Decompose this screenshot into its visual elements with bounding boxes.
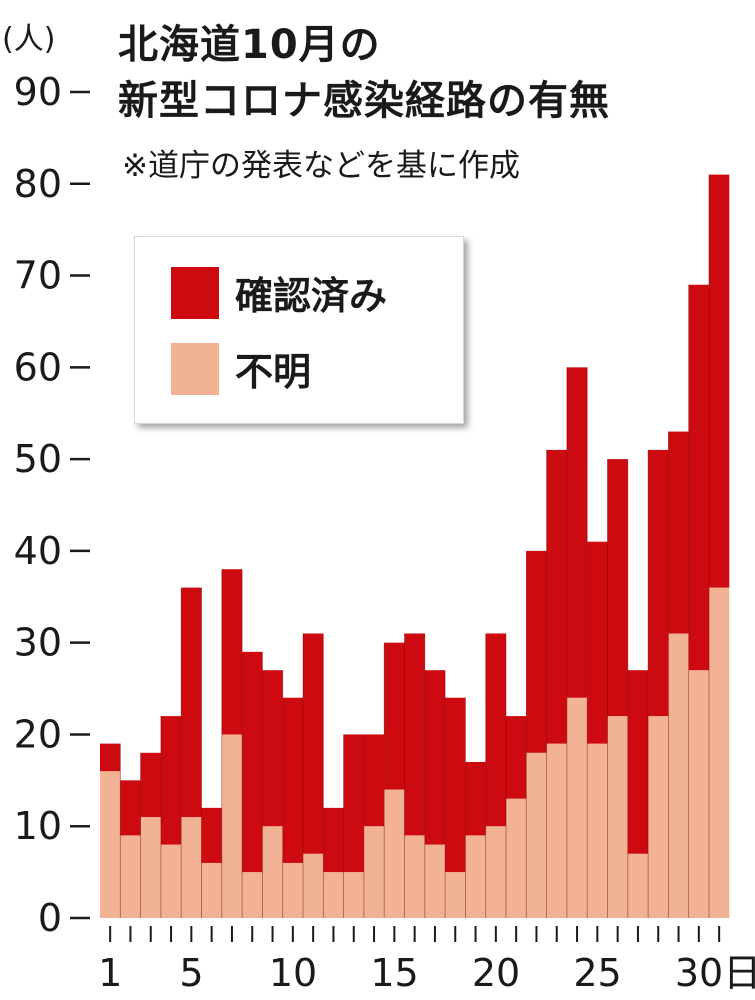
legend-item-confirmed: 確認済み [171, 265, 387, 320]
bar-unknown [648, 716, 669, 918]
bar-unknown [465, 835, 486, 918]
bar-confirmed [323, 807, 344, 873]
bar-confirmed [120, 780, 141, 836]
bar-confirmed [587, 541, 608, 744]
legend-swatch-confirmed [171, 266, 219, 319]
bar-confirmed [709, 174, 730, 588]
bar-unknown [627, 853, 649, 918]
bar-unknown [323, 872, 344, 918]
bar-confirmed [343, 734, 364, 873]
bar-confirmed [546, 449, 567, 744]
y-tick-label: 10 [14, 804, 62, 848]
bar-confirmed [221, 569, 243, 735]
y-tick-label: 80 [14, 162, 62, 206]
chart-subtitle: ※道庁の発表などを基に作成 [122, 148, 520, 184]
bar-unknown [404, 835, 425, 918]
x-tick-label: 30日 [675, 951, 755, 995]
bar-confirmed [140, 752, 161, 818]
bar-unknown [445, 872, 466, 918]
bar-confirmed [282, 697, 303, 863]
y-tick-label: 60 [14, 345, 62, 389]
bar-unknown [485, 826, 506, 918]
bar-confirmed [607, 459, 628, 717]
bar-unknown [120, 835, 141, 918]
x-tick-label: 20 [472, 951, 520, 995]
bar-unknown [506, 798, 527, 918]
bar-unknown [343, 872, 364, 918]
bar-unknown [384, 789, 405, 918]
y-tick-label: 90 [14, 70, 62, 114]
bar-confirmed [424, 670, 446, 845]
bar-unknown [688, 670, 709, 918]
bar-unknown [587, 743, 608, 918]
legend-label-unknown: 不明 [235, 350, 312, 394]
bar-unknown [546, 743, 567, 918]
chart-title-line-1: 北海道10月の [118, 22, 381, 68]
bar-confirmed [100, 743, 121, 772]
bars [100, 174, 730, 918]
bar-confirmed [262, 670, 283, 827]
bar-confirmed [688, 284, 709, 671]
bar-unknown [607, 716, 628, 918]
bar-unknown [140, 817, 161, 918]
bar-unknown [201, 862, 222, 918]
y-tick-label: 0 [38, 896, 62, 940]
bar-confirmed [242, 651, 263, 873]
bar-confirmed [627, 670, 649, 854]
bar-confirmed [303, 633, 324, 854]
bar-unknown [282, 862, 303, 918]
x-tick-label: 1 [98, 951, 122, 995]
bar-unknown [100, 771, 121, 918]
bar-confirmed [485, 633, 506, 827]
x-tick-label: 15 [370, 951, 418, 995]
bar-unknown [424, 844, 446, 918]
bar-confirmed [445, 697, 466, 873]
bar-unknown [160, 844, 182, 918]
legend-swatch-unknown [171, 342, 219, 395]
bar-unknown [566, 697, 588, 918]
bar-confirmed [465, 761, 486, 836]
chart-title-line-2: 新型コロナ感染経路の有無 [118, 78, 610, 124]
x-axis: 1 5 10 15 20 25 30日 [98, 926, 755, 995]
bar-confirmed [648, 449, 669, 717]
bar-confirmed [506, 716, 527, 799]
x-tick-label: 25 [573, 951, 621, 995]
legend-label-confirmed: 確認済み [235, 274, 388, 318]
y-axis-unit-label: (人) [2, 22, 56, 57]
legend-item-unknown: 不明 [171, 341, 311, 396]
bar-confirmed [160, 716, 182, 845]
bar-unknown [709, 587, 730, 918]
bar-unknown [526, 752, 547, 918]
bar-unknown [262, 826, 283, 918]
y-tick-label: 40 [14, 529, 62, 573]
bar-unknown [221, 734, 243, 918]
y-tick-label: 20 [14, 712, 62, 756]
bar-unknown [363, 826, 385, 918]
bar-confirmed [384, 642, 405, 790]
bar-confirmed [201, 807, 222, 863]
y-tick-label: 30 [14, 621, 62, 665]
bar-unknown [668, 633, 689, 918]
bar-confirmed [181, 587, 202, 818]
bar-unknown [303, 853, 324, 918]
y-tick-label: 50 [14, 437, 62, 481]
bar-unknown [242, 872, 263, 918]
bar-confirmed [668, 431, 689, 634]
bar-confirmed [566, 367, 588, 698]
x-tick-label: 10 [269, 951, 317, 995]
bar-confirmed [404, 633, 425, 836]
y-axis: 0 10 20 30 40 50 60 70 80 90 [14, 70, 90, 940]
bar-unknown [181, 817, 202, 918]
bar-confirmed [363, 734, 385, 827]
bar-confirmed [526, 550, 547, 753]
x-tick-label: 5 [179, 951, 203, 995]
legend: 確認済み 不明 [134, 236, 464, 424]
y-tick-label: 70 [14, 254, 62, 298]
